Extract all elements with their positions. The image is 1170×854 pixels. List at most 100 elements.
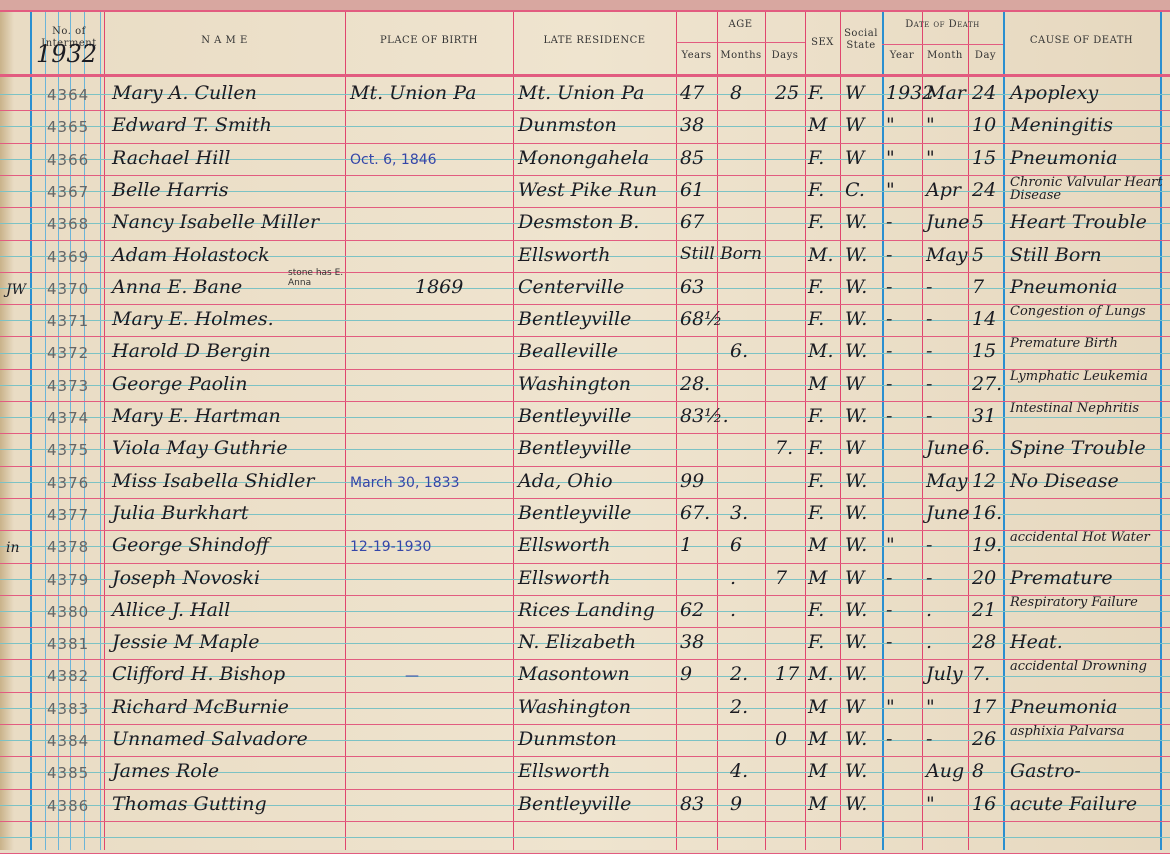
social-state: W — [845, 566, 865, 589]
age-years: 9 — [680, 663, 693, 686]
header-day: Day — [974, 50, 997, 61]
death-month: - — [926, 405, 933, 427]
social-state: W — [845, 372, 865, 395]
death-month: Mar — [926, 82, 966, 104]
death-day: 26 — [972, 728, 997, 750]
cause-of-death: Meningitis — [1010, 114, 1113, 137]
row-rule — [0, 304, 1170, 305]
row-midline — [0, 353, 1170, 354]
cause-of-death: accidental Hot Water — [1010, 530, 1150, 546]
social-state: W. — [845, 760, 868, 783]
name: James Role — [112, 760, 220, 783]
interment-number: 4376 — [47, 473, 90, 492]
sex: M — [808, 566, 828, 589]
sex: F. — [808, 405, 825, 427]
name: Rachael Hill — [112, 146, 231, 169]
cause-of-death: Pneumonia — [1010, 275, 1118, 298]
age-years: 38 — [680, 631, 705, 654]
row-rule — [0, 789, 1170, 790]
name: Allice J. Hall — [112, 598, 231, 621]
column-rule-thin — [100, 10, 101, 850]
row-midline — [0, 94, 1170, 95]
interment-number: 4382 — [47, 667, 90, 686]
name: Julia Burkhart — [112, 501, 249, 524]
header-days: Days — [771, 50, 799, 61]
age-days: 17 — [775, 663, 800, 686]
row-rule — [0, 466, 1170, 467]
table-row: 4371 Mary E. Holmes. Bentleyville 68½ F. W. - -… — [0, 304, 1170, 337]
late-residence: Desmston B. — [518, 211, 640, 234]
table-row: 4384 Unnamed Salvadore Dunmston 0 M W. - -26 asp… — [0, 724, 1170, 757]
death-month: - — [926, 340, 933, 363]
late-residence: Ellsworth — [518, 534, 611, 557]
column-rule — [676, 10, 677, 850]
interment-number: 4383 — [47, 699, 90, 718]
interment-number: 4373 — [47, 376, 90, 395]
column-rule — [840, 10, 841, 850]
death-month: May — [926, 469, 968, 492]
social-state: W — [845, 114, 865, 137]
social-state: W. — [845, 340, 868, 363]
death-year: - — [886, 372, 893, 395]
age-days: 25 — [775, 82, 800, 104]
place-of-birth: — — [405, 668, 419, 685]
age-years: 83 — [680, 792, 705, 815]
social-state: W. — [845, 275, 868, 298]
place-of-birth: 1869 — [415, 275, 464, 298]
place-of-birth: Oct. 6, 1846 — [350, 151, 437, 168]
interment-number: 4385 — [47, 764, 90, 783]
sex: F. — [808, 178, 825, 201]
social-state: W. — [845, 405, 868, 427]
name: Richard McBurnie — [112, 695, 289, 718]
sex: F. — [808, 501, 825, 524]
death-day: 15 — [972, 146, 997, 169]
header-month: Month — [927, 50, 963, 61]
interment-number: 4366 — [47, 150, 90, 169]
name: Clifford H. Bishop — [112, 663, 286, 686]
age-years: 38 — [680, 114, 705, 137]
cause-of-death: Apoplexy — [1010, 82, 1099, 104]
sex: M. — [808, 663, 834, 686]
cause-of-death: Intestinal Nephritis — [1010, 401, 1140, 416]
table-row: 4383 Richard McBurnie Washington 2. M W " " 17 Pn… — [0, 692, 1170, 725]
death-day: 16. — [972, 501, 1003, 524]
late-residence: Bentleyville — [518, 437, 632, 460]
death-day: 6. — [972, 437, 991, 460]
table-row: 4378 George Shindoff 12-19-1930 Ellsworth 1 6… — [0, 530, 1170, 563]
death-day: 19. — [972, 534, 1003, 557]
death-month: June — [926, 211, 970, 234]
name: Mary E. Holmes. — [112, 308, 274, 331]
interment-number: 4386 — [47, 796, 90, 815]
table-row: 4379 Joseph Novoski Ellsworth. 7 M W - -20 Prema… — [0, 563, 1170, 596]
row-rule — [0, 336, 1170, 337]
table-row: 4368 Nancy Isabelle Miller Desmston B. 67 F.… — [0, 207, 1170, 240]
table-row: 4382 Clifford H. Bishop — Masontown 9 2. 17 M. W… — [0, 659, 1170, 692]
column-rule — [104, 10, 105, 850]
late-residence: Bentleyville — [518, 792, 632, 815]
social-state: W — [845, 695, 865, 718]
sex: M — [808, 114, 828, 137]
late-residence: Bentleyville — [518, 501, 632, 524]
age-years: 67. — [680, 501, 711, 524]
sex: M. — [808, 243, 834, 266]
death-year: - — [886, 598, 893, 621]
row-midline — [0, 385, 1170, 386]
sex: F. — [808, 469, 825, 492]
place-of-birth: March 30, 1833 — [350, 474, 460, 491]
interment-number: 4375 — [47, 441, 90, 460]
row-rule — [0, 692, 1170, 693]
row-rule — [0, 110, 1170, 111]
cause-of-death: Pneumonia — [1010, 146, 1118, 169]
death-day: 16 — [972, 792, 997, 815]
age-years: 63 — [680, 275, 705, 298]
cause-of-death: Still Born — [1010, 243, 1102, 266]
social-state: W. — [845, 598, 868, 621]
late-residence: Washington — [518, 695, 631, 718]
table-row: 4376 Miss Isabella Shidler March 30, 1833 A… — [0, 466, 1170, 499]
row-midline — [0, 579, 1170, 580]
social-state: W. — [845, 663, 868, 686]
row-midline — [0, 417, 1170, 418]
interment-number: 4378 — [47, 538, 90, 557]
cause-of-death: No Disease — [1010, 469, 1119, 492]
